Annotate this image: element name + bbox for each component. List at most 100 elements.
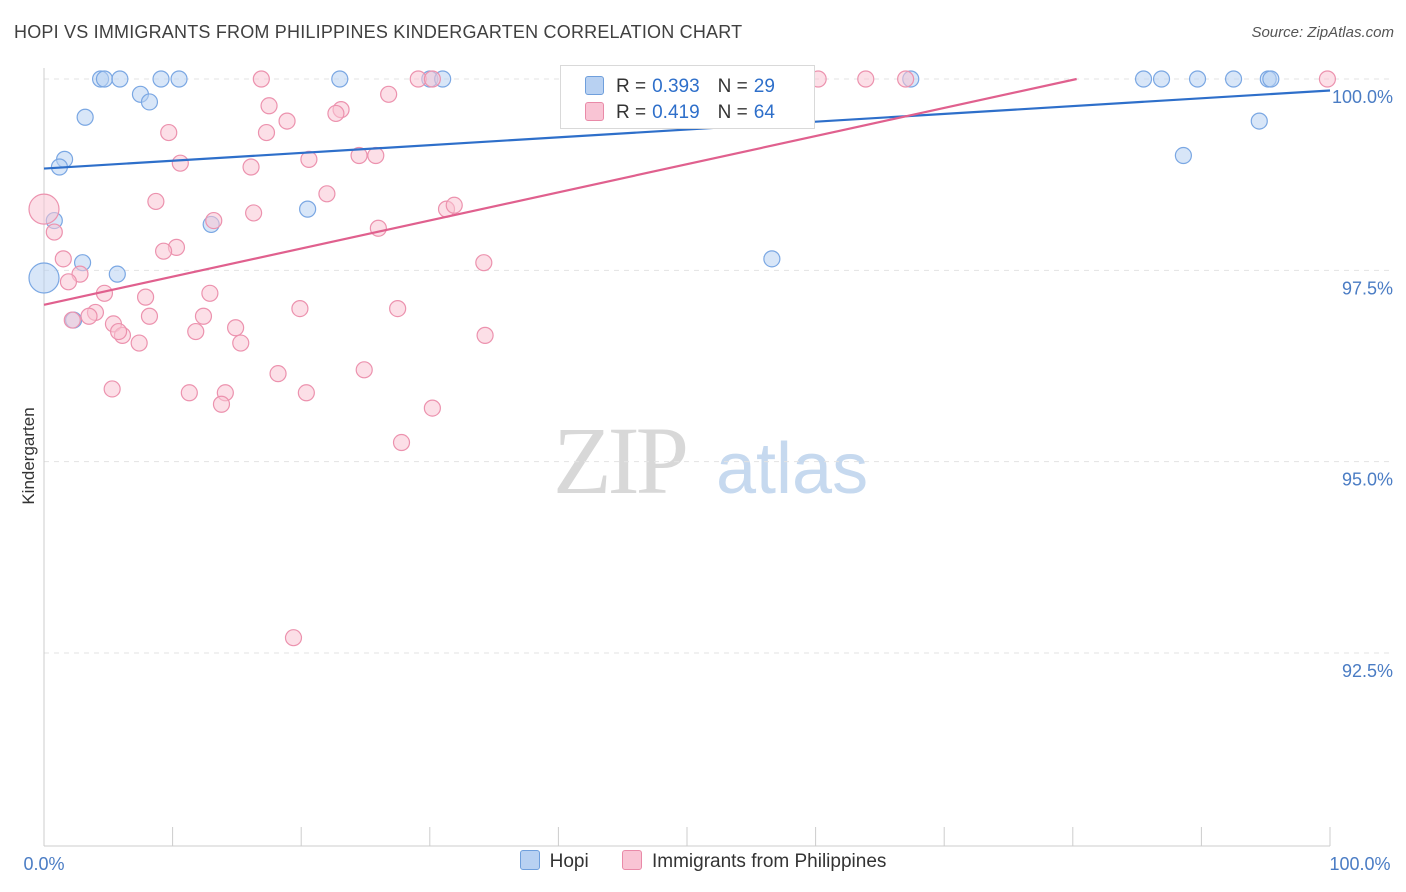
watermark-atlas: atlas	[716, 429, 868, 509]
philippines-point	[130, 334, 148, 352]
philippines-point	[257, 123, 276, 142]
philippines-point	[212, 395, 231, 413]
hopi-point	[1224, 70, 1243, 88]
philippines-point	[140, 307, 159, 325]
y-tick-label: 97.5%	[1342, 278, 1393, 298]
philippines-point	[63, 311, 81, 329]
trendlines	[43, 77, 1331, 306]
philippines-point	[45, 223, 63, 241]
philippines-point	[355, 361, 373, 379]
hopi-point	[170, 70, 188, 88]
philippines-point	[260, 97, 278, 115]
philippines-point	[205, 211, 223, 230]
philippines-point	[28, 193, 60, 225]
series-swatch-philippines	[621, 850, 642, 870]
hopi-point	[299, 200, 317, 218]
legend-n-label: N =	[717, 102, 748, 123]
philippines-point	[367, 146, 385, 165]
philippines-point	[103, 380, 121, 398]
philippines-point	[278, 112, 296, 130]
philippines-point	[389, 300, 407, 318]
legend-row-hopi: R = 0.393 N = 29	[585, 76, 775, 100]
hopi-point	[95, 70, 114, 88]
philippines-point	[318, 185, 336, 203]
watermark-zip: ZIP	[553, 407, 686, 514]
philippines-trendline	[43, 77, 1077, 306]
philippines-point	[423, 399, 441, 417]
philippines-point	[1318, 70, 1337, 88]
series-label-hopi: Hopi	[549, 851, 589, 872]
philippines-point	[59, 273, 78, 291]
legend-row-philippines: R = 0.419 N = 64	[585, 102, 775, 126]
hopi-point	[1250, 112, 1268, 130]
philippines-point	[242, 158, 260, 176]
philippines-point	[171, 154, 189, 172]
philippines-point	[54, 250, 72, 268]
hopi-point	[1262, 70, 1280, 88]
philippines-point	[297, 384, 315, 402]
hopi-point	[152, 70, 170, 88]
hopi-point	[108, 265, 126, 283]
x-tick-label-max: 100.0%	[1329, 854, 1390, 874]
x-ticks	[43, 827, 1331, 846]
hopi-point	[140, 93, 159, 111]
philippines-point	[291, 300, 309, 318]
legend-n-value-philippines: 64	[753, 102, 775, 123]
philippines-point	[227, 319, 245, 337]
x-tick-label-min: 0.0%	[23, 854, 64, 874]
philippines-point	[857, 70, 875, 88]
philippines-point	[201, 284, 219, 302]
philippines-point	[147, 192, 165, 211]
philippines-point	[445, 196, 463, 214]
philippines-point	[327, 104, 345, 123]
legend-n-value-hopi: 29	[753, 76, 775, 97]
chart-title: HOPI VS IMMIGRANTS FROM PHILIPPINES KIND…	[14, 22, 743, 42]
philippines-point	[187, 322, 205, 341]
philippines-point	[350, 146, 368, 165]
hopi-point	[111, 70, 129, 88]
philippines-point	[80, 307, 98, 325]
philippines-point	[284, 629, 303, 647]
correlation-legend: R = 0.393 N = 29 R = 0.419 N = 64	[560, 65, 815, 129]
philippines-point	[392, 433, 411, 452]
hopi-point	[331, 70, 349, 88]
philippines-point	[269, 365, 287, 383]
philippines-point	[252, 70, 270, 88]
source-label: Source: ZipAtlas.com	[1251, 24, 1394, 41]
y-axis-title: Kindergarten	[19, 407, 38, 504]
y-tick-label: 100.0%	[1332, 87, 1393, 107]
legend-n-label: N =	[717, 76, 748, 97]
philippines-point	[194, 307, 213, 325]
hopi-trendline	[43, 89, 1331, 170]
series-legend-hopi[interactable]: Hopi	[519, 850, 589, 873]
y-tick-label: 92.5%	[1342, 661, 1393, 681]
series-legend-philippines[interactable]: Immigrants from Philippines	[621, 850, 886, 873]
watermark: ZIP atlas	[553, 407, 868, 514]
philippines-point	[180, 384, 198, 402]
philippines-point	[380, 85, 398, 103]
legend-r-value-hopi: 0.393	[652, 76, 700, 97]
series-swatch-hopi	[519, 850, 540, 870]
y-tick-labels: 100.0% 97.5% 95.0% 92.5%	[1332, 87, 1393, 681]
philippines-point	[136, 288, 155, 306]
hopi-point	[1188, 70, 1207, 88]
hopi-point	[76, 108, 94, 126]
philippines-point	[154, 242, 173, 260]
hopi-point	[1152, 70, 1171, 88]
philippines-point	[245, 204, 263, 222]
legend-r-label: R =	[616, 76, 647, 97]
y-tick-label: 95.0%	[1342, 470, 1393, 490]
philippines-point	[109, 322, 128, 341]
hopi-point	[1174, 146, 1192, 165]
series-legend: Hopi Immigrants from Philippines	[0, 850, 1406, 873]
hopi-point	[28, 262, 60, 294]
axes	[43, 68, 1330, 847]
hopi-point	[1134, 70, 1153, 88]
philippines-point	[232, 334, 250, 352]
legend-r-value-philippines: 0.419	[652, 102, 700, 123]
hopi-point	[763, 250, 781, 268]
legend-swatch-philippines	[585, 102, 604, 121]
philippines-point	[476, 326, 494, 344]
legend-swatch-hopi	[585, 76, 604, 95]
